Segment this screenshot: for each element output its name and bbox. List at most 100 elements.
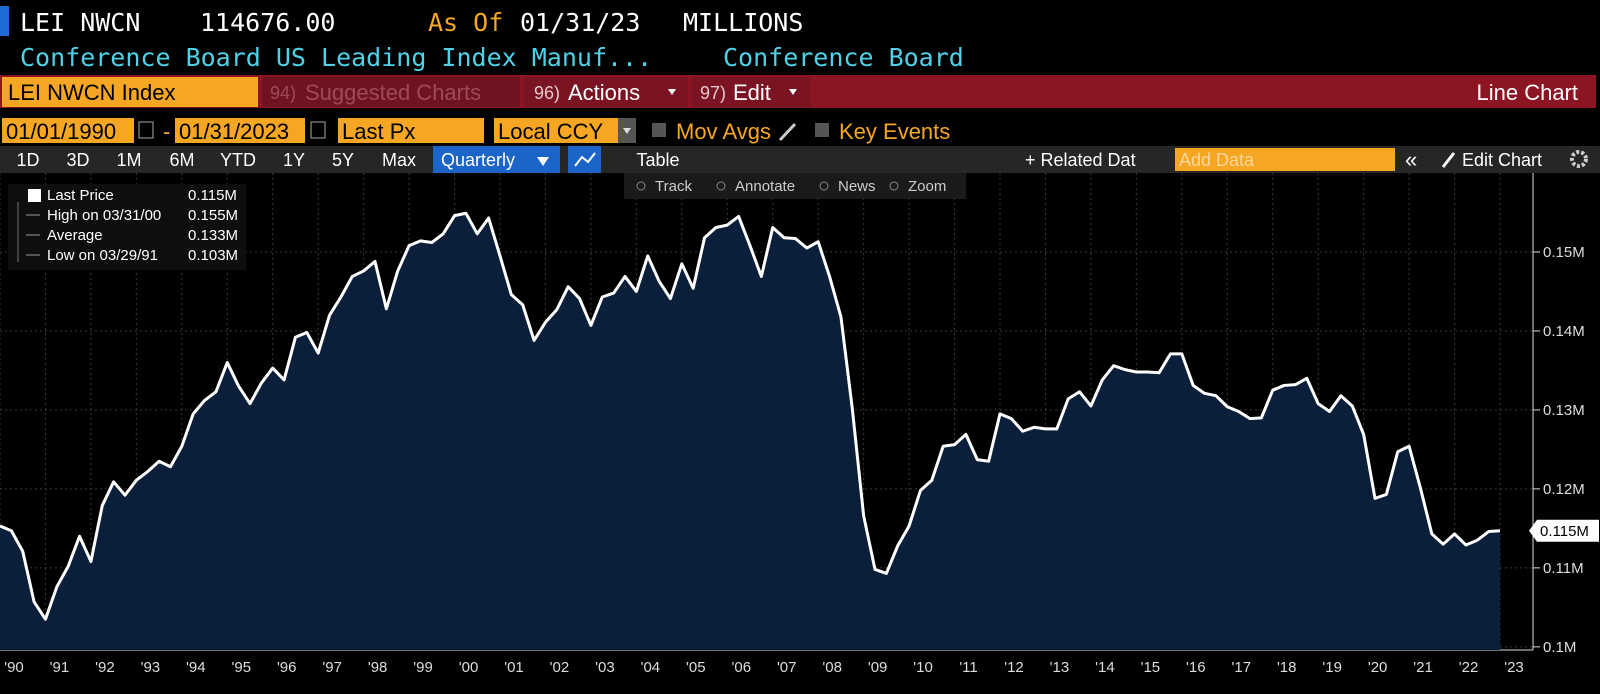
pencil-icon[interactable] — [778, 122, 797, 142]
x-tick-label: '02 — [550, 659, 570, 676]
mov-avgs: Mov Avgs — [676, 119, 771, 144]
x-tick-label: '03 — [595, 659, 615, 676]
x-tick-label: '96 — [277, 659, 297, 676]
x-tick-label: '91 — [50, 659, 70, 676]
suggested-num: 94) — [270, 83, 296, 103]
chart-icon — [574, 152, 596, 167]
description: Conference Board US Leading Index Manuf.… — [20, 43, 652, 72]
last-price-label: 0.115M — [1540, 523, 1589, 540]
legend-box — [8, 184, 246, 270]
legend-swatch — [28, 189, 41, 202]
end-date: 01/31/2023 — [179, 119, 289, 144]
dropdown-arrow — [668, 89, 676, 95]
edit-num: 97) — [700, 83, 726, 103]
key-events: Key Events — [839, 119, 950, 144]
field: Last Px — [342, 119, 415, 144]
period-tab[interactable]: 1Y — [283, 150, 305, 170]
x-tick-label: '98 — [368, 659, 388, 676]
end-date-input[interactable] — [175, 118, 305, 143]
key-events-checkbox[interactable] — [815, 123, 829, 137]
y-tick-label: 0.13M — [1543, 402, 1585, 419]
pencil-icon — [1441, 152, 1456, 168]
legend-value: 0.155M — [188, 207, 238, 224]
collapse[interactable]: « — [1405, 147, 1417, 172]
chart-tools: Track Annotate News Zoom — [636, 178, 946, 195]
calendar-icon[interactable] — [310, 121, 326, 139]
chart-type: Line Chart — [1476, 80, 1578, 105]
add-data: Add Data — [1179, 150, 1255, 170]
x-tick-label: '08 — [822, 659, 842, 676]
plot: '90 '91 '92 '93 '94 '95 '96 '97 '98 '99 '00 '01 '02 '… — [0, 173, 1599, 676]
chart-tool[interactable]: Track — [655, 178, 692, 195]
x-tick-label: '23 — [1504, 659, 1524, 676]
x-tick-label: '16 — [1186, 659, 1206, 676]
dropdown-arrow — [789, 89, 797, 95]
tool-icon — [716, 181, 726, 191]
y-tick-label: 0.12M — [1543, 481, 1585, 498]
x-tick-label: '95 — [231, 659, 251, 676]
period-tab[interactable]: 5Y — [332, 150, 354, 170]
legend-label: Average — [47, 227, 103, 244]
chart-tool[interactable]: News — [838, 178, 876, 195]
suggested: Suggested Charts — [305, 80, 481, 105]
x-tick-label: '11 — [959, 659, 977, 676]
table-tab[interactable]: Table — [636, 150, 679, 170]
x-tick-label: '04 — [641, 659, 661, 676]
edit-chart[interactable]: Edit Chart — [1462, 150, 1542, 170]
source: Conference Board — [723, 43, 964, 72]
period-tab[interactable]: 1D — [16, 150, 39, 170]
x-tick-label: '92 — [95, 659, 115, 676]
as-of-label: As Of — [428, 8, 503, 37]
as-of-date: 01/31/23 — [520, 8, 640, 37]
area-fill — [0, 213, 1500, 650]
edit-button[interactable] — [692, 77, 810, 107]
add-data-input[interactable] — [1175, 148, 1395, 171]
y-tick-label: 0.14M — [1543, 323, 1585, 340]
units: MILLIONS — [683, 8, 803, 37]
period-tab[interactable]: 6M — [169, 150, 194, 170]
date-separator: - — [163, 119, 170, 144]
x-tick-label: '20 — [1368, 659, 1388, 676]
actions: Actions — [568, 80, 640, 105]
x-tick-label: '97 — [322, 659, 342, 676]
suggested-button[interactable] — [262, 77, 520, 107]
related-data[interactable]: + Related Dat — [1025, 150, 1136, 170]
tool-icon — [889, 181, 899, 191]
legend-label: Low on 03/29/91 — [47, 247, 158, 264]
y-tick-label: 0.1M — [1543, 639, 1576, 656]
legend-label: High on 03/31/00 — [47, 207, 161, 224]
period-tab[interactable]: 3D — [66, 150, 89, 170]
x-tick-label: '21 — [1413, 659, 1433, 676]
calendar-icon[interactable] — [138, 121, 154, 139]
period-tab[interactable]: 1M — [116, 150, 141, 170]
mov-avgs-checkbox[interactable] — [652, 123, 666, 137]
x-tick-label: '15 — [1141, 659, 1161, 676]
actions-button[interactable] — [524, 77, 688, 107]
x-tick-label: '22 — [1459, 659, 1479, 676]
last-price-box — [1529, 519, 1599, 542]
period-tab[interactable]: Max — [382, 150, 416, 170]
chart-tool[interactable]: Annotate — [735, 178, 795, 195]
x-tick-label: '94 — [186, 659, 206, 676]
settings-icon[interactable] — [1570, 150, 1588, 168]
security: LEI NWCN Index — [8, 80, 176, 105]
security-box[interactable] — [2, 77, 258, 107]
x-tick-label: '99 — [413, 659, 433, 676]
chart-tool[interactable]: Zoom — [908, 178, 946, 195]
currency-input[interactable] — [494, 118, 618, 143]
x-tick-label: '12 — [1004, 659, 1024, 676]
x-tick-label: '93 — [141, 659, 161, 676]
dropdown-arrow — [537, 157, 549, 166]
legend-label: Last Price — [47, 187, 114, 204]
start-date-input[interactable] — [2, 118, 134, 143]
y-tick-label: 0.11M — [1543, 560, 1584, 577]
legend-value: 0.103M — [188, 247, 238, 264]
tool-icon — [819, 181, 829, 191]
start-date: 01/01/1990 — [6, 119, 116, 144]
x-tick-label: '09 — [868, 659, 888, 676]
period-tab[interactable]: YTD — [220, 150, 256, 170]
field-input[interactable] — [338, 118, 484, 143]
x-tick-label: '10 — [913, 659, 933, 676]
